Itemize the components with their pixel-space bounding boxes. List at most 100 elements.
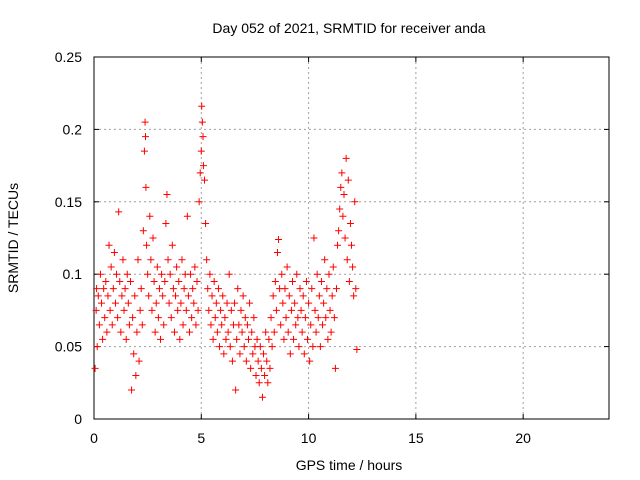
data-point: [239, 292, 247, 300]
data-point: [124, 299, 132, 307]
data-point: [139, 227, 147, 235]
data-point: [221, 314, 229, 322]
data-point: [222, 335, 230, 343]
data-point: [335, 227, 343, 235]
data-point: [144, 270, 152, 278]
data-point: [268, 343, 276, 351]
data-point: [132, 372, 140, 380]
y-tick-label: 0.25: [55, 49, 82, 65]
data-point: [280, 335, 288, 343]
data-point: [123, 270, 131, 278]
data-point: [183, 212, 191, 220]
data-point: [334, 241, 342, 249]
data-point: [235, 321, 243, 329]
data-point: [197, 147, 205, 155]
data-point: [332, 285, 340, 293]
data-point: [266, 364, 274, 372]
data-point: [242, 357, 250, 365]
data-point: [277, 321, 285, 329]
data-point: [279, 299, 287, 307]
data-point: [148, 306, 156, 314]
data-point: [198, 102, 206, 110]
data-point: [218, 321, 226, 329]
data-point: [152, 299, 160, 307]
data-point: [136, 306, 144, 314]
data-point: [306, 357, 314, 365]
data-point: [341, 234, 349, 242]
data-point: [300, 350, 308, 358]
data-point: [175, 277, 183, 285]
data-point: [210, 277, 218, 285]
data-point: [155, 285, 163, 293]
data-point: [154, 314, 162, 322]
data-point: [159, 292, 167, 300]
data-point: [278, 270, 286, 278]
data-point: [101, 314, 109, 322]
data-point: [108, 321, 116, 329]
data-point: [295, 343, 303, 351]
data-point: [243, 321, 251, 329]
data-point: [91, 364, 99, 372]
data-point: [270, 328, 278, 336]
data-point: [114, 314, 122, 322]
data-point: [150, 277, 158, 285]
data-point: [319, 321, 327, 329]
data-point: [248, 328, 256, 336]
data-point: [313, 270, 321, 278]
data-point: [344, 176, 352, 184]
data-point: [246, 299, 254, 307]
data-point: [234, 285, 242, 293]
data-point: [322, 314, 330, 322]
data-point: [254, 357, 262, 365]
data-point: [199, 133, 207, 141]
data-point: [168, 241, 176, 249]
data-point: [299, 292, 307, 300]
data-point: [196, 169, 204, 177]
data-point: [330, 314, 338, 322]
data-point: [161, 277, 169, 285]
data-point: [166, 270, 174, 278]
data-point: [320, 299, 328, 307]
x-tick-label: 5: [197, 430, 205, 446]
data-point: [204, 285, 212, 293]
data-point: [271, 277, 279, 285]
data-point: [267, 314, 275, 322]
data-point: [252, 372, 260, 380]
data-point: [353, 345, 361, 353]
data-point: [284, 328, 292, 336]
data-point: [208, 292, 216, 300]
data-point: [207, 321, 215, 329]
data-point: [292, 321, 300, 329]
data-points: [91, 102, 361, 401]
data-point: [133, 328, 141, 336]
data-point: [273, 248, 281, 256]
data-point: [118, 292, 126, 300]
data-point: [193, 277, 201, 285]
data-point: [269, 292, 277, 300]
y-tick-label: 0.1: [63, 266, 83, 282]
data-point: [264, 379, 272, 387]
data-point: [107, 263, 115, 271]
data-point: [115, 208, 123, 216]
data-point: [223, 299, 231, 307]
data-point: [352, 285, 360, 293]
data-point: [164, 256, 172, 264]
data-point: [316, 343, 324, 351]
data-point: [336, 205, 344, 213]
data-point: [140, 147, 148, 155]
data-point: [296, 285, 304, 293]
data-point: [125, 321, 133, 329]
data-point: [195, 198, 203, 206]
data-point: [250, 314, 258, 322]
data-point: [134, 256, 142, 264]
y-tick-label: 0: [74, 411, 82, 427]
data-point: [153, 263, 161, 271]
data-point: [349, 263, 357, 271]
data-point: [226, 343, 234, 351]
data-point: [130, 350, 138, 358]
data-point: [298, 328, 306, 336]
data-point: [327, 328, 335, 336]
data-point: [302, 277, 310, 285]
data-point: [337, 183, 345, 191]
data-point: [95, 321, 103, 329]
